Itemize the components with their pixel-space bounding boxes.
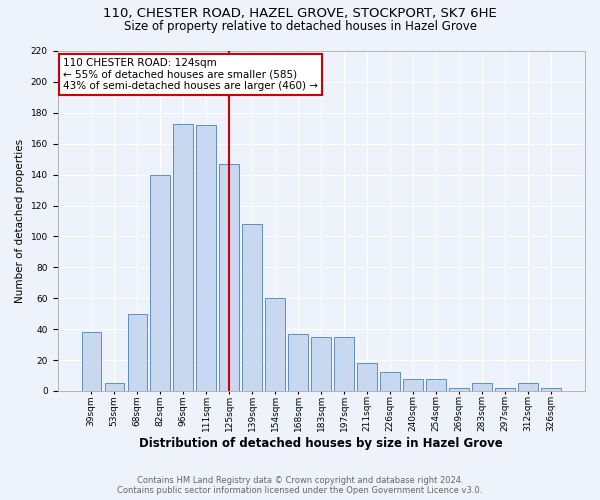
- Y-axis label: Number of detached properties: Number of detached properties: [15, 139, 25, 303]
- Bar: [289, 334, 308, 391]
- Bar: [449, 388, 469, 391]
- Bar: [265, 298, 285, 391]
- Bar: [104, 383, 124, 391]
- Bar: [173, 124, 193, 391]
- Bar: [380, 372, 400, 391]
- X-axis label: Distribution of detached houses by size in Hazel Grove: Distribution of detached houses by size …: [139, 437, 503, 450]
- Bar: [151, 174, 170, 391]
- Bar: [82, 332, 101, 391]
- Text: 110, CHESTER ROAD, HAZEL GROVE, STOCKPORT, SK7 6HE: 110, CHESTER ROAD, HAZEL GROVE, STOCKPOR…: [103, 8, 497, 20]
- Bar: [311, 337, 331, 391]
- Bar: [472, 383, 492, 391]
- Bar: [518, 383, 538, 391]
- Bar: [496, 388, 515, 391]
- Bar: [541, 388, 561, 391]
- Bar: [403, 378, 423, 391]
- Bar: [358, 363, 377, 391]
- Text: 110 CHESTER ROAD: 124sqm
← 55% of detached houses are smaller (585)
43% of semi-: 110 CHESTER ROAD: 124sqm ← 55% of detach…: [63, 58, 318, 91]
- Text: Size of property relative to detached houses in Hazel Grove: Size of property relative to detached ho…: [124, 20, 476, 33]
- Bar: [196, 125, 216, 391]
- Bar: [220, 164, 239, 391]
- Bar: [242, 224, 262, 391]
- Bar: [427, 378, 446, 391]
- Bar: [128, 314, 147, 391]
- Bar: [334, 337, 354, 391]
- Text: Contains HM Land Registry data © Crown copyright and database right 2024.
Contai: Contains HM Land Registry data © Crown c…: [118, 476, 482, 495]
